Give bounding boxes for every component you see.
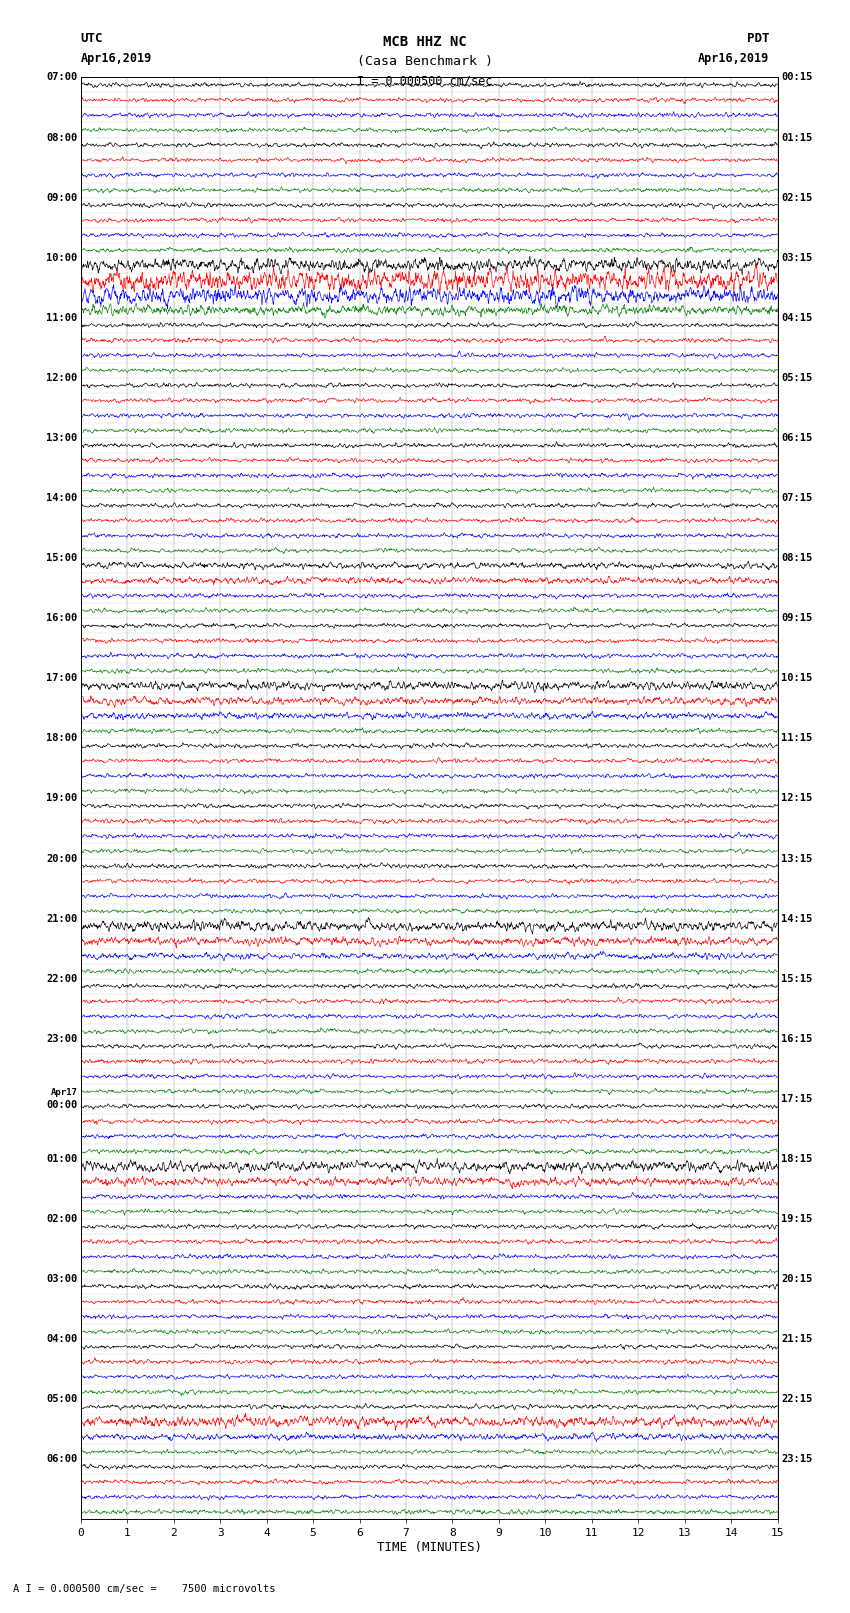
Text: 19:00: 19:00 [46,794,77,803]
Text: (Casa Benchmark ): (Casa Benchmark ) [357,55,493,68]
Text: 22:00: 22:00 [46,974,77,984]
Text: PDT: PDT [747,32,769,45]
Text: 18:00: 18:00 [46,734,77,744]
Text: 20:00: 20:00 [46,853,77,863]
Text: Apr16,2019: Apr16,2019 [698,52,769,65]
Text: 03:00: 03:00 [46,1274,77,1284]
Text: 09:15: 09:15 [781,613,813,623]
Text: 21:15: 21:15 [781,1334,813,1344]
X-axis label: TIME (MINUTES): TIME (MINUTES) [377,1542,482,1555]
Text: 00:00: 00:00 [46,1100,77,1110]
Text: 06:15: 06:15 [781,432,813,444]
Text: 07:00: 07:00 [46,73,77,82]
Text: 00:15: 00:15 [781,73,813,82]
Text: MCB HHZ NC: MCB HHZ NC [383,35,467,50]
Text: 13:15: 13:15 [781,853,813,863]
Text: 19:15: 19:15 [781,1215,813,1224]
Text: 18:15: 18:15 [781,1153,813,1165]
Text: 16:00: 16:00 [46,613,77,623]
Text: 06:00: 06:00 [46,1455,77,1465]
Text: A I = 0.000500 cm/sec =    7500 microvolts: A I = 0.000500 cm/sec = 7500 microvolts [13,1584,275,1594]
Text: 23:00: 23:00 [46,1034,77,1044]
Text: UTC: UTC [81,32,103,45]
Text: Apr17: Apr17 [50,1089,77,1097]
Text: 14:00: 14:00 [46,494,77,503]
Text: 17:15: 17:15 [781,1094,813,1103]
Text: 17:00: 17:00 [46,673,77,684]
Text: Apr16,2019: Apr16,2019 [81,52,152,65]
Text: 16:15: 16:15 [781,1034,813,1044]
Text: 10:00: 10:00 [46,253,77,263]
Text: 01:00: 01:00 [46,1153,77,1165]
Text: 11:00: 11:00 [46,313,77,323]
Text: 22:15: 22:15 [781,1394,813,1405]
Text: 11:15: 11:15 [781,734,813,744]
Text: 04:00: 04:00 [46,1334,77,1344]
Text: 14:15: 14:15 [781,913,813,924]
Text: 23:15: 23:15 [781,1455,813,1465]
Text: 05:00: 05:00 [46,1394,77,1405]
Text: 13:00: 13:00 [46,432,77,444]
Text: 02:15: 02:15 [781,192,813,203]
Text: 04:15: 04:15 [781,313,813,323]
Text: 07:15: 07:15 [781,494,813,503]
Text: 08:00: 08:00 [46,132,77,142]
Text: 10:15: 10:15 [781,673,813,684]
Text: 12:00: 12:00 [46,373,77,382]
Text: 01:15: 01:15 [781,132,813,142]
Text: 15:00: 15:00 [46,553,77,563]
Text: 09:00: 09:00 [46,192,77,203]
Text: 21:00: 21:00 [46,913,77,924]
Text: 08:15: 08:15 [781,553,813,563]
Text: 12:15: 12:15 [781,794,813,803]
Text: 20:15: 20:15 [781,1274,813,1284]
Text: 02:00: 02:00 [46,1215,77,1224]
Text: I = 0.000500 cm/sec: I = 0.000500 cm/sec [357,74,493,87]
Text: 03:15: 03:15 [781,253,813,263]
Text: 15:15: 15:15 [781,974,813,984]
Text: 05:15: 05:15 [781,373,813,382]
